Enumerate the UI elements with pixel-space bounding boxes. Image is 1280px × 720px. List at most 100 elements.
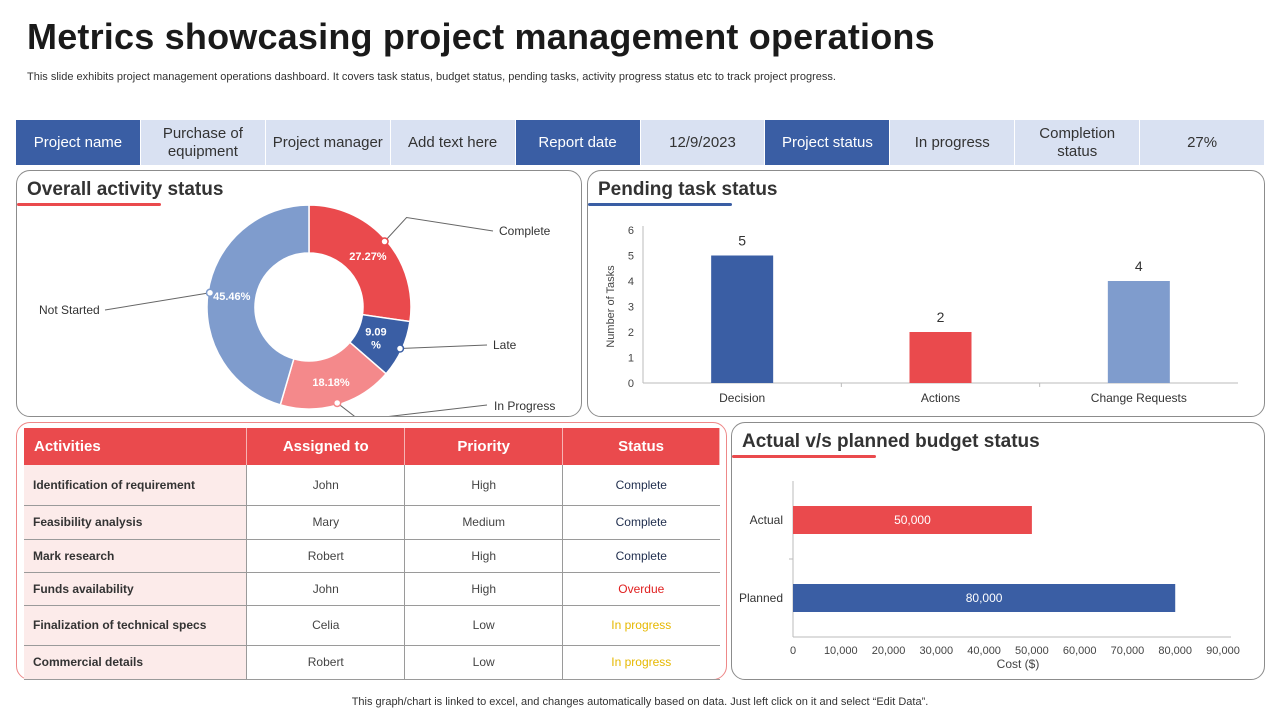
project-info-strip: Project name Purchase of equipment Project… <box>16 120 1266 165</box>
budget-bar-planned[interactable] <box>793 584 1176 612</box>
pending-task-panel: Pending task status 0 1 2 3 4 5 6 Number of Tas… <box>587 170 1265 417</box>
pending-category-decision: Decision <box>719 391 765 405</box>
cell-status: In progress <box>562 645 720 680</box>
cell-assigned: John <box>246 465 406 506</box>
cell-activity: Funds availability <box>24 572 248 606</box>
budget-xtick: 30,000 <box>920 645 954 657</box>
budget-xtick: 60,000 <box>1063 645 1097 657</box>
pending-category-actions: Actions <box>921 391 960 405</box>
pending-task-bar-chart[interactable]: 0 1 2 3 4 5 6 Number of Tasks 5 Decision 2 Actions 4… <box>588 171 1264 416</box>
activity-panel-title: Overall activity status <box>27 179 224 200</box>
table-row[interactable]: Finalization of technical specs Celia Low I… <box>24 605 720 646</box>
cell-assigned: Mary <box>246 505 406 540</box>
activities-table-panel: Activities Assigned to Priority Status Iden… <box>16 422 727 680</box>
pending-value-actions: 2 <box>937 309 945 325</box>
cell-activity: Feasibility analysis <box>24 505 248 540</box>
budget-panel: Actual v/s planned budget status 0 10,000… <box>731 422 1265 680</box>
activity-donut-chart[interactable]: 27.27% Complete 9.09% Late 18.18% In Progress… <box>17 171 581 416</box>
pending-ytick: 6 <box>628 225 634 237</box>
table-row[interactable]: Identification of requirement John High Com… <box>24 465 720 506</box>
cell-activity: Commercial details <box>24 645 248 680</box>
pending-ytick: 4 <box>628 276 634 288</box>
pending-category-change-requests: Change Requests <box>1091 391 1187 405</box>
budget-xtick: 0 <box>790 645 796 657</box>
table-header-priority[interactable]: Priority <box>404 428 564 465</box>
budget-category-actual: Actual <box>750 513 783 527</box>
cell-priority: High <box>404 465 564 506</box>
pending-value-decision: 5 <box>738 233 746 249</box>
donut-legend-late: Late <box>493 338 517 352</box>
cell-assigned: John <box>246 572 406 606</box>
pending-bar-actions[interactable] <box>909 332 972 383</box>
info-cell-completion-status: Completion status <box>1015 120 1141 165</box>
donut-slice-not-started[interactable] <box>206 204 310 406</box>
activity-title-underline <box>17 203 161 206</box>
cell-priority: Low <box>404 645 564 680</box>
donut-legend-complete: Complete <box>499 224 551 238</box>
budget-xtick: 10,000 <box>824 645 858 657</box>
budget-xtick: 70,000 <box>1111 645 1145 657</box>
budget-value-planned: 80,000 <box>966 591 1003 605</box>
info-cell-purchase-of-equipment: Purchase of equipment <box>140 120 266 165</box>
budget-xtick: 20,000 <box>872 645 906 657</box>
table-header-status[interactable]: Status <box>562 428 720 465</box>
cell-priority: High <box>404 572 564 606</box>
cell-priority: Low <box>404 605 564 646</box>
pending-ytick: 0 <box>628 378 634 390</box>
donut-marker-complete <box>380 237 389 246</box>
cell-status: Complete <box>562 505 720 540</box>
cell-status: Overdue <box>562 572 720 606</box>
donut-marker-in-progress <box>332 398 342 408</box>
table-row[interactable]: Funds availability John High Overdue <box>24 572 720 606</box>
cell-assigned: Celia <box>246 605 406 646</box>
overall-activity-panel: Overall activity status 27.27% Complete 9.… <box>16 170 582 417</box>
budget-value-actual: 50,000 <box>894 513 931 527</box>
cell-status: Complete <box>562 465 720 506</box>
table-row[interactable]: Commercial details Robert Low In progress <box>24 645 720 680</box>
donut-marker-not-started <box>205 288 215 298</box>
info-cell-project-name: Project name <box>16 120 141 165</box>
table-row[interactable]: Mark research Robert High Complete <box>24 539 720 573</box>
budget-xtick: 80,000 <box>1158 645 1192 657</box>
info-cell-project-manager: Project manager <box>265 120 391 165</box>
cell-status: Complete <box>562 539 720 573</box>
donut-leader-not-started <box>104 292 211 311</box>
donut-legend-in-progress: In Progress <box>494 399 555 413</box>
cell-activity: Finalization of technical specs <box>24 605 248 646</box>
pending-bar-decision[interactable] <box>711 255 774 384</box>
page-subtitle: This slide exhibits project management o… <box>27 71 836 83</box>
donut-leader-late <box>399 344 488 350</box>
budget-bar-actual[interactable] <box>793 506 1032 534</box>
info-cell-add-text-here: Add text here <box>390 120 516 165</box>
budget-bar-chart[interactable]: 0 10,000 20,000 30,000 40,000 50,000 60,000 70,… <box>732 423 1264 679</box>
donut-legend-not-started: Not Started <box>39 303 100 317</box>
info-cell-12-9-2023: 12/9/2023 <box>640 120 766 165</box>
cell-assigned: Robert <box>246 539 406 573</box>
budget-xlabel: Cost ($) <box>997 657 1040 671</box>
pending-value-change-requests: 4 <box>1135 258 1143 274</box>
budget-xtick: 50,000 <box>1015 645 1049 657</box>
pending-title-underline <box>588 203 732 206</box>
budget-title-underline <box>732 455 876 458</box>
cell-activity: Identification of requirement <box>24 465 248 506</box>
pending-panel-title: Pending task status <box>598 179 778 200</box>
info-cell-project-status: Project status <box>765 120 891 165</box>
activities-table: Activities Assigned to Priority Status Iden… <box>24 428 720 680</box>
cell-activity: Mark research <box>24 539 248 573</box>
donut-leader-complete <box>384 216 494 242</box>
pending-ytick: 2 <box>628 327 634 339</box>
table-row[interactable]: Feasibility analysis Mary Medium Complete <box>24 505 720 540</box>
donut-label-not-started: 45.46% <box>213 291 251 303</box>
pending-ytick: 3 <box>628 302 634 314</box>
table-header-activities[interactable]: Activities <box>24 428 248 465</box>
info-cell-27: 27% <box>1140 120 1266 165</box>
info-cell-in-progress: In progress <box>890 120 1016 165</box>
pending-ytick: 1 <box>628 353 634 365</box>
pending-ytick: 5 <box>628 251 634 263</box>
pending-bar-change-requests[interactable] <box>1107 281 1170 383</box>
donut-slice-complete[interactable] <box>308 204 412 323</box>
donut-label-late: 9.09% <box>365 326 386 351</box>
table-header-assigned-to[interactable]: Assigned to <box>246 428 406 465</box>
donut-label-complete: 27.27% <box>349 251 387 263</box>
pending-ylabel: Number of Tasks <box>605 265 617 348</box>
